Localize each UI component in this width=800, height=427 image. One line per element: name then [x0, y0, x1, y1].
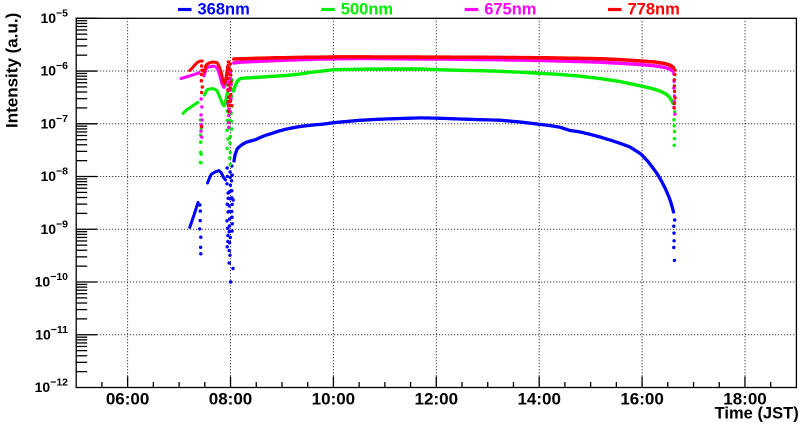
svg-text:Intensity (a.u.): Intensity (a.u.)	[3, 13, 22, 128]
svg-text:18:00: 18:00	[723, 390, 766, 409]
svg-text:10:00: 10:00	[312, 390, 355, 409]
svg-text:12:00: 12:00	[415, 390, 458, 409]
svg-text:500nm: 500nm	[341, 1, 393, 19]
svg-text:06:00: 06:00	[106, 390, 149, 409]
svg-text:14:00: 14:00	[517, 390, 560, 409]
svg-text:675nm: 675nm	[484, 1, 536, 19]
svg-text:16:00: 16:00	[620, 390, 663, 409]
svg-text:Time (JST): Time (JST)	[715, 404, 799, 422]
svg-text:08:00: 08:00	[209, 390, 252, 409]
svg-text:368nm: 368nm	[198, 1, 250, 19]
svg-text:778nm: 778nm	[628, 1, 680, 19]
